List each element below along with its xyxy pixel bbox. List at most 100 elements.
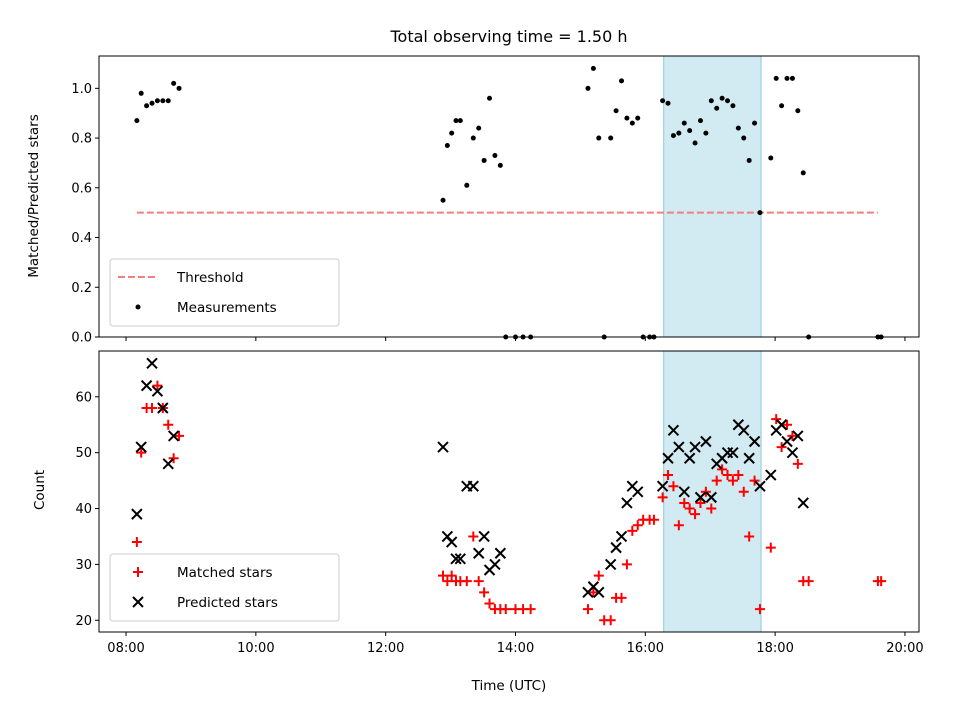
chart-title: Total observing time = 1.50 h — [389, 27, 627, 46]
predicted-stars-point — [157, 402, 169, 414]
predicted-stars-point — [775, 419, 788, 431]
measurement-point — [464, 182, 470, 188]
measurement-point — [687, 128, 693, 134]
matched-stars-point — [706, 503, 717, 514]
measurement-point — [660, 98, 666, 104]
count-y-axis-label: Count — [32, 470, 48, 510]
predicted-stars-point — [797, 497, 809, 509]
matched-stars-point — [657, 492, 668, 503]
measurement-point — [703, 130, 709, 136]
predicted-stars-point — [700, 435, 712, 448]
matched-stars-point — [168, 453, 179, 464]
predicted-stars-point — [689, 441, 701, 453]
predicted-stars-point — [593, 586, 605, 599]
matched-stars-point — [174, 430, 185, 441]
matched-stars-point — [663, 470, 674, 481]
matched-stars-point — [621, 559, 632, 570]
measurement-point — [165, 98, 171, 104]
measurement-point — [784, 75, 790, 81]
matched-stars-point — [616, 592, 627, 603]
predicted-stars-point — [694, 491, 707, 504]
count-axes: 08:00 10:00 12:00 14:00 16:00 18:00 20:00 20 30 4… — [75, 390, 923, 656]
measurement-point — [665, 100, 671, 106]
measurement-point — [481, 157, 487, 163]
measurement-point — [596, 135, 602, 141]
predicted-stars-point — [131, 508, 143, 520]
y-tick-label: 0.0 — [71, 331, 92, 346]
predicted-stars-point — [135, 441, 147, 453]
predicted-stars-point — [473, 547, 485, 559]
measurement-point — [154, 98, 160, 104]
measurement-point — [457, 118, 463, 124]
matched-stars-point — [782, 419, 793, 430]
matched-stars-point — [876, 576, 887, 587]
measurement-point — [697, 118, 703, 124]
measurement-point — [585, 85, 591, 91]
ratio-panel: 0.0 0.2 0.4 0.6 0.8 1.0 Matched/Predicted sta… — [26, 55, 920, 346]
predicted-stars-point — [743, 452, 755, 464]
legend-label: Matched stars — [177, 565, 273, 581]
x-tick-label: 16:00 — [627, 641, 664, 656]
predicted-stars-point — [667, 424, 680, 437]
x-tick-label: 20:00 — [886, 641, 923, 656]
legend-label: Measurements — [177, 300, 277, 316]
observing-window-shade — [663, 55, 762, 338]
matched-stars-point — [152, 380, 163, 391]
matched-stars-point — [717, 464, 728, 475]
measurement-point — [492, 152, 498, 158]
measurement-point — [670, 133, 676, 139]
matched-stars-point — [468, 531, 479, 542]
predicted-stars-point — [656, 480, 669, 492]
measurement-point — [795, 108, 801, 114]
y-tick-label: 0.4 — [71, 231, 92, 246]
matched-stars-point — [744, 531, 755, 542]
predicted-stars-point — [727, 446, 739, 459]
x-tick-label: 18:00 — [756, 641, 793, 656]
matched-stars-point — [792, 458, 803, 469]
y-tick-label: 1.0 — [71, 82, 92, 97]
y-tick-label: 0.6 — [71, 181, 92, 196]
count-marks — [131, 357, 887, 626]
measurement-point — [692, 140, 698, 146]
predicted-stars-point — [792, 430, 804, 442]
measurement-point — [476, 125, 482, 131]
measurement-point — [453, 118, 459, 124]
matched-stars-point — [684, 503, 695, 514]
measurement-point — [619, 78, 625, 84]
matched-stars-point — [668, 481, 679, 492]
measurement-point — [624, 115, 630, 121]
predicted-stars-point — [151, 385, 164, 397]
y-tick-label: 0.2 — [71, 281, 92, 296]
matched-stars-point — [776, 442, 787, 453]
measurement-point — [138, 90, 144, 96]
predicted-stars-point — [765, 469, 777, 481]
count-legend: Matched stars Predicted stars — [109, 553, 340, 622]
x-tick-label: 10:00 — [237, 641, 274, 656]
matched-stars-point — [627, 525, 638, 536]
measurement-point — [752, 120, 758, 126]
ratio-legend: Threshold Measurements — [109, 258, 340, 327]
legend-measurements-swatch — [135, 304, 141, 310]
predicted-stars-point — [454, 553, 467, 565]
count-plot-frame — [98, 350, 920, 633]
matched-stars-point — [722, 470, 733, 481]
count-panel: 08:00 10:00 12:00 14:00 16:00 18:00 20:00 20 30 4… — [32, 350, 924, 694]
measurement-point — [487, 95, 493, 101]
measurement-point — [676, 130, 682, 136]
matched-stars-point — [733, 470, 744, 481]
matched-stars-point — [695, 497, 706, 508]
measurement-point — [590, 65, 596, 71]
measurement-point — [608, 135, 614, 141]
matched-stars-point — [588, 587, 599, 598]
measurement-point — [800, 170, 806, 176]
matched-stars-point — [673, 520, 684, 531]
measurement-point — [444, 143, 450, 149]
measurement-point — [779, 103, 785, 109]
measurement-point — [735, 125, 741, 131]
matched-stars-point — [771, 414, 782, 425]
x-tick-label: 14:00 — [497, 641, 534, 656]
predicted-stars-point — [754, 480, 766, 492]
matched-stars-point — [700, 486, 711, 497]
measurement-point — [134, 118, 140, 124]
predicted-stars-point — [140, 379, 153, 392]
